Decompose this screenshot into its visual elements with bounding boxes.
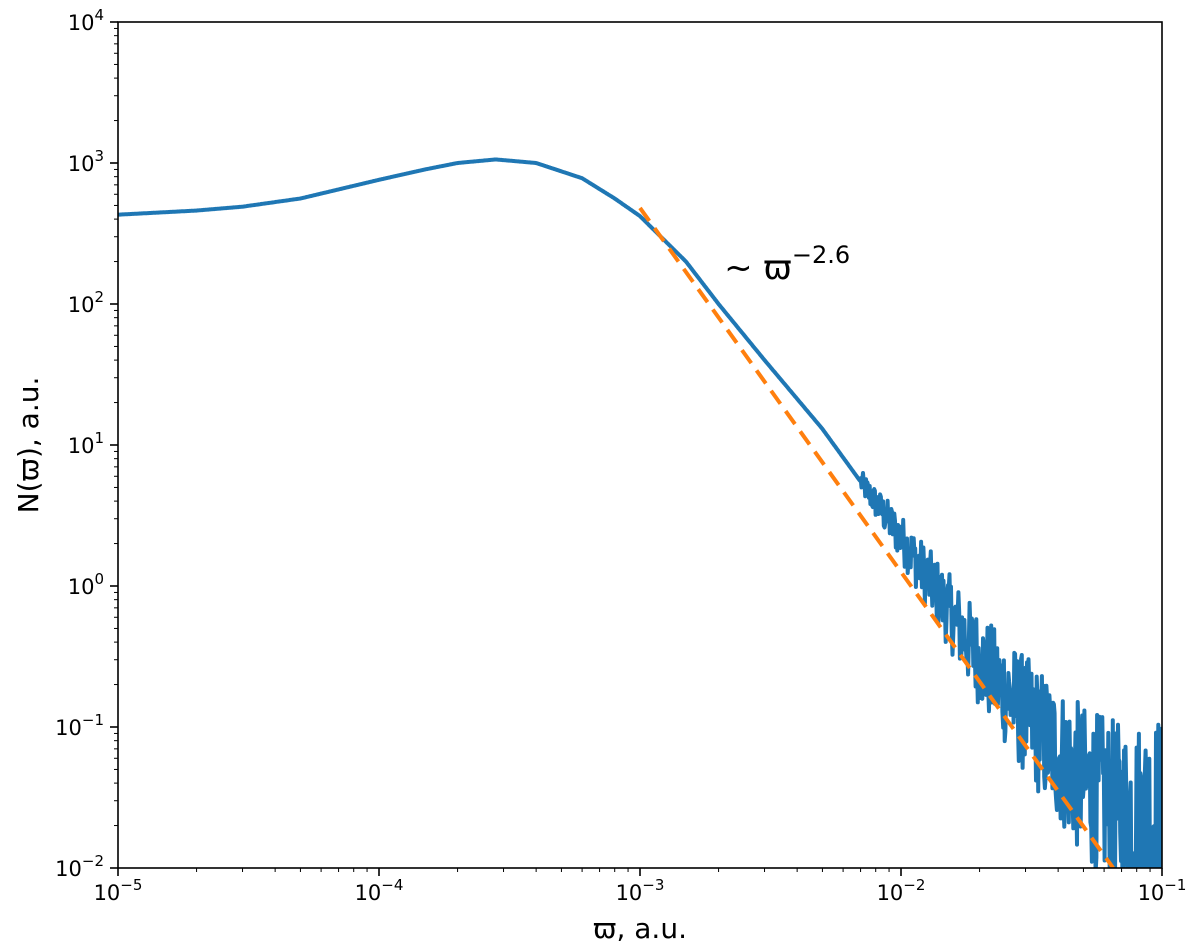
y-tick-label: 100 bbox=[68, 570, 104, 599]
y-tick-label-exp: −1 bbox=[82, 711, 104, 729]
y-axis-label: N(ϖ), a.u. bbox=[12, 377, 45, 514]
labels-layer: 10−5 10−4 10−3 10−2 10−110−210−1100101102103… bbox=[55, 6, 1186, 905]
slope-annotation: ~ ϖ−2.6 bbox=[724, 241, 850, 288]
y-tick-label-exp: 0 bbox=[94, 570, 104, 588]
y-tick-label: 102 bbox=[68, 288, 104, 317]
x-tick-label-exp: −2 bbox=[903, 876, 925, 894]
y-tick-label: 10−1 bbox=[55, 711, 104, 740]
y-tick-label-base: 10 bbox=[68, 293, 95, 317]
x-tick-label: 10−3 bbox=[616, 876, 665, 905]
x-tick-label: 10−1 bbox=[1138, 876, 1187, 905]
slope-annotation-exponent: −2.6 bbox=[792, 241, 850, 269]
x-tick-label-base: 10 bbox=[616, 881, 643, 905]
y-tick-label-base: 10 bbox=[68, 434, 95, 458]
x-tick-label: 10−2 bbox=[877, 876, 926, 905]
x-tick-label-base: 10 bbox=[877, 881, 904, 905]
x-tick-label-exp: −4 bbox=[381, 876, 403, 894]
y-tick-label: 10−2 bbox=[55, 852, 104, 881]
y-tick-label: 104 bbox=[68, 6, 104, 35]
series-layer bbox=[118, 157, 1162, 868]
x-tick-label-base: 10 bbox=[1138, 881, 1165, 905]
x-tick-label-exp: −3 bbox=[642, 876, 664, 894]
y-tick-label-base: 10 bbox=[68, 11, 95, 35]
y-tick-label-exp: −2 bbox=[82, 852, 104, 870]
x-tick-label-exp: −1 bbox=[1164, 876, 1186, 894]
y-tick-label: 101 bbox=[68, 429, 104, 458]
x-tick-label-exp: −5 bbox=[120, 876, 142, 894]
y-tick-label-base: 10 bbox=[55, 857, 82, 881]
y-tick-label-base: 10 bbox=[55, 716, 82, 740]
y-tick-label-base: 10 bbox=[68, 575, 95, 599]
series-data-line bbox=[118, 157, 1162, 868]
x-tick-label-base: 10 bbox=[94, 881, 121, 905]
x-tick-label: 10−5 bbox=[94, 876, 143, 905]
x-tick-label: 10−4 bbox=[355, 876, 404, 905]
y-tick-label-exp: 1 bbox=[94, 429, 104, 447]
x-axis-label: ϖ, a.u. bbox=[593, 912, 687, 945]
y-tick-label-exp: 2 bbox=[94, 288, 104, 306]
x-tick-label-base: 10 bbox=[355, 881, 382, 905]
y-tick-label-exp: 3 bbox=[94, 147, 104, 165]
slope-annotation-prefix: ~ ϖ bbox=[724, 248, 792, 288]
ticks-layer bbox=[110, 21, 1163, 876]
series-fit-line bbox=[638, 206, 1115, 868]
y-tick-label-exp: 4 bbox=[94, 6, 104, 24]
plot-frame bbox=[117, 21, 1163, 869]
y-tick-label-base: 10 bbox=[68, 152, 95, 176]
y-tick-label: 103 bbox=[68, 147, 104, 176]
